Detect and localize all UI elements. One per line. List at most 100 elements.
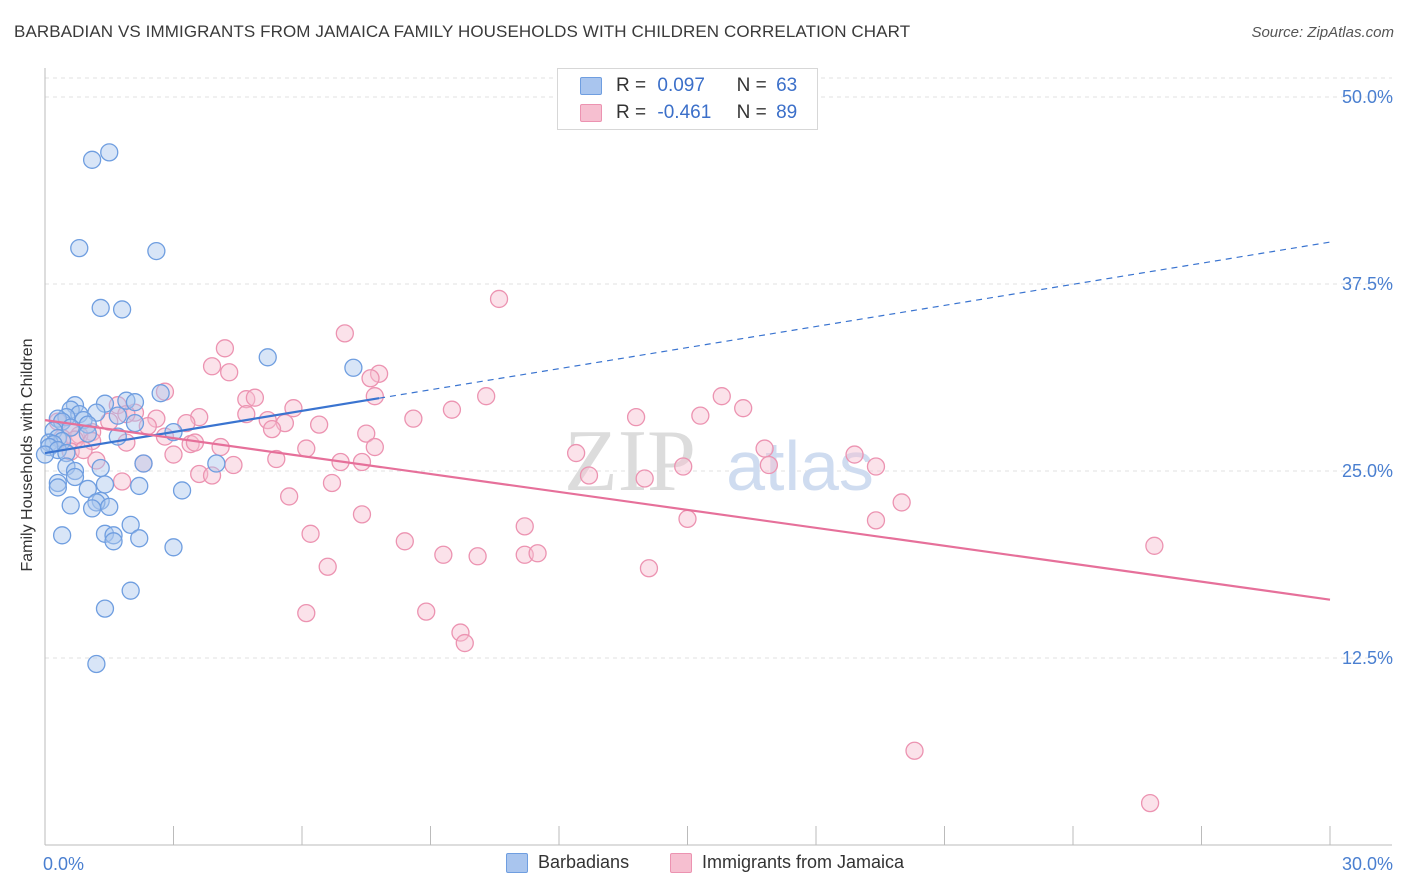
jamaica-point xyxy=(164,445,183,464)
barbadian-point xyxy=(70,238,89,258)
x-tick-label: 30.0% xyxy=(1342,854,1393,874)
jamaica-point xyxy=(215,339,235,358)
barbadian-point xyxy=(125,393,145,412)
jamaica-point xyxy=(365,387,384,406)
watermark: ZIP atlas xyxy=(564,413,874,510)
jamaica-point xyxy=(202,466,222,485)
barbadian-point xyxy=(100,143,119,162)
barbadian-point xyxy=(61,496,80,515)
jamaica-point xyxy=(905,741,924,760)
barbadian-point xyxy=(172,481,192,500)
barbadian-point xyxy=(87,654,106,674)
x-tick-label: 0.0% xyxy=(43,854,84,874)
jamaica-point xyxy=(202,357,222,376)
jamaica-point xyxy=(1140,793,1160,813)
axes xyxy=(44,68,1392,846)
jamaica-point xyxy=(301,524,320,543)
jamaica-point xyxy=(712,387,731,406)
barbadian-point xyxy=(207,454,226,473)
jamaica-point xyxy=(639,559,659,578)
barbadian-point xyxy=(125,413,145,433)
jamaica-point xyxy=(267,449,286,469)
barbadian-point xyxy=(134,454,153,473)
barbadian-point xyxy=(130,529,149,548)
jamaica-point xyxy=(335,324,354,343)
jamaica-point xyxy=(734,399,753,418)
barbadian-point xyxy=(100,497,119,517)
barbadian-point xyxy=(344,358,363,377)
legend-item-jamaica: Immigrants from Jamaica xyxy=(670,852,904,873)
jamaica-point xyxy=(309,415,329,434)
jamaica-point xyxy=(262,419,282,439)
n-value: 89 xyxy=(776,102,798,123)
jamaica-point xyxy=(1145,536,1164,555)
jamaica-point xyxy=(635,469,654,488)
jamaica-point xyxy=(417,602,436,621)
barbadian-point xyxy=(48,478,67,497)
barbadian-point xyxy=(82,150,102,169)
jamaica-point xyxy=(566,443,586,463)
jamaica-point xyxy=(224,455,243,475)
source-note: Source: ZipAtlas.com xyxy=(1251,24,1394,41)
jamaica-point xyxy=(404,409,423,428)
jamaica-point xyxy=(866,457,886,476)
jamaica-point xyxy=(352,452,372,472)
jamaica-point xyxy=(626,407,646,427)
barbadian-point xyxy=(91,298,110,318)
tick-labels: 12.5% 25.0% 37.5% 50.0% 0.0% 30.0% xyxy=(43,87,1393,874)
legend-swatch-pink xyxy=(670,852,692,873)
jamaica-point xyxy=(674,457,693,476)
barbadian-point xyxy=(130,476,149,496)
jamaica-point xyxy=(455,633,474,653)
barbadian-point xyxy=(112,300,132,319)
legend-swatch-pink xyxy=(580,104,602,122)
barbadian-point xyxy=(258,348,277,367)
r-label: R = xyxy=(616,75,647,96)
jamaica-point xyxy=(369,364,389,383)
barbadian-points xyxy=(35,143,363,674)
y-tick-label: 37.5% xyxy=(1342,274,1393,294)
n-value: 63 xyxy=(776,75,798,96)
legend-stats-jamaica: R = -0.461 N = 89 xyxy=(616,102,797,124)
jamaica-point xyxy=(451,623,470,642)
barbadian-point xyxy=(65,467,85,487)
barbadian-point xyxy=(108,406,127,425)
jamaica-point xyxy=(245,388,265,407)
jamaica-point xyxy=(468,547,487,566)
barbadian-point xyxy=(95,599,115,618)
jamaica-point xyxy=(477,387,496,406)
y-tick-label: 50.0% xyxy=(1342,87,1393,107)
chart-title: BARBADIAN VS IMMIGRANTS FROM JAMAICA FAM… xyxy=(14,22,911,41)
jamaica-point xyxy=(112,472,132,491)
jamaica-point xyxy=(759,455,779,475)
n-label: N = xyxy=(736,75,767,96)
jamaica-trendline xyxy=(44,419,1331,601)
barbadian-point xyxy=(52,526,72,545)
jamaica-point xyxy=(177,413,196,433)
barbadian-point xyxy=(48,473,67,493)
barbadian-point xyxy=(104,526,123,545)
barbadian-point xyxy=(164,538,183,557)
jamaica-point xyxy=(489,289,509,309)
r-value: -0.461 xyxy=(657,102,712,123)
barbadian-point xyxy=(151,384,170,403)
barbadian-point xyxy=(65,461,85,481)
jamaica-point xyxy=(322,473,342,493)
barbadian-point xyxy=(82,499,102,518)
jamaica-point xyxy=(395,532,414,551)
jamaica-point xyxy=(357,424,376,443)
correlation-legend: R = 0.097 N = 63 R = -0.461 N = 89 xyxy=(557,68,818,130)
barbadian-trendline xyxy=(44,397,380,455)
jamaica-point xyxy=(211,437,230,457)
jamaica-point xyxy=(678,509,697,529)
barbadian-point xyxy=(78,479,97,499)
barbadian-point xyxy=(147,241,166,261)
jamaica-point xyxy=(297,603,316,623)
r-value: 0.097 xyxy=(657,75,705,96)
jamaica-point xyxy=(755,439,774,458)
legend-stats-barbadians: R = 0.097 N = 63 xyxy=(616,75,797,97)
jamaica-point xyxy=(691,406,710,425)
jamaica-point xyxy=(515,517,534,536)
legend-label: Immigrants from Jamaica xyxy=(702,852,905,872)
